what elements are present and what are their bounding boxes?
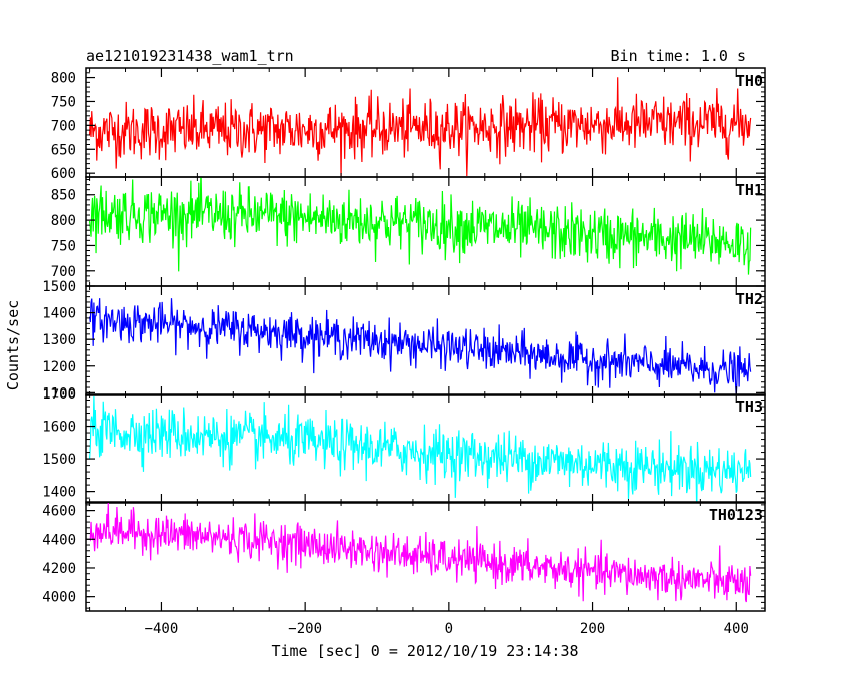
y-tick-label: 750 [51,94,76,110]
y-tick-label: 4000 [42,590,76,606]
bin-time-label: Bin time: 1.0 s [611,47,746,65]
panel-th2: 1100 1200 1300 1400 1500 TH2 [42,279,766,401]
y-tick-label: 750 [51,238,76,254]
x-tick-label: 400 [724,621,749,637]
series-line-th2 [88,298,752,395]
y-tick-label: 1100 [42,385,76,401]
y-tick-label: 1300 [42,332,76,348]
y-tick-label: 650 [51,142,76,158]
x-tick-label: −400 [145,621,179,637]
y-tick-label: 800 [51,213,76,229]
x-axis-label: Time [sec] 0 = 2012/10/19 23:14:38 [271,642,578,660]
y-axis-label: Counts/sec [4,300,22,390]
y-tick-label: 4200 [42,561,76,577]
panels-group: 600 650 700 750 800 TH0 700 750 800 850 TH1 1100 120… [42,67,766,637]
y-tick-label: 800 [51,71,76,87]
series-line-th1 [88,177,752,275]
series-line-th3 [88,395,752,503]
x-tick-label: 200 [580,621,605,637]
y-tick-label: 700 [51,118,76,134]
series-label-th0: TH0 [736,72,763,90]
y-tick-label: 1700 [42,387,76,403]
y-tick-label: 1600 [42,420,76,436]
panel-th0123: 4000 4200 4400 4600 TH0123 −400 −200 0 200 400 [42,501,766,637]
y-tick-label: 850 [51,188,76,204]
y-tick-label: 1500 [42,452,76,468]
y-tick-label: 1200 [42,359,76,375]
y-tick-label: 4600 [42,504,76,520]
series-line-th0 [88,77,752,177]
series-line-th0123 [89,502,752,603]
panel-frame [85,393,766,504]
x-tick-label: 0 [445,621,453,637]
y-tick-label: 4400 [42,532,76,548]
y-tick-label: 1500 [42,279,76,295]
series-label-th2: TH2 [736,290,763,308]
x-tick-label: −200 [288,621,322,637]
y-tick-label: 600 [51,166,76,182]
panel-th0: 600 650 700 750 800 TH0 [51,67,766,182]
panel-frame [85,285,766,396]
panel-th1: 700 750 800 850 TH1 [51,176,766,287]
y-tick-label: 1400 [42,485,76,501]
series-label-th0123: TH0123 [709,506,763,524]
y-tick-label: 1400 [42,306,76,322]
chart-title: ae121019231438_wam1_trn [86,47,294,65]
y-tick-label: 700 [51,264,76,280]
series-label-th1: TH1 [736,181,763,199]
panel-th3: 1400 1500 1600 1700 TH3 [42,387,766,504]
series-label-th3: TH3 [736,398,763,416]
